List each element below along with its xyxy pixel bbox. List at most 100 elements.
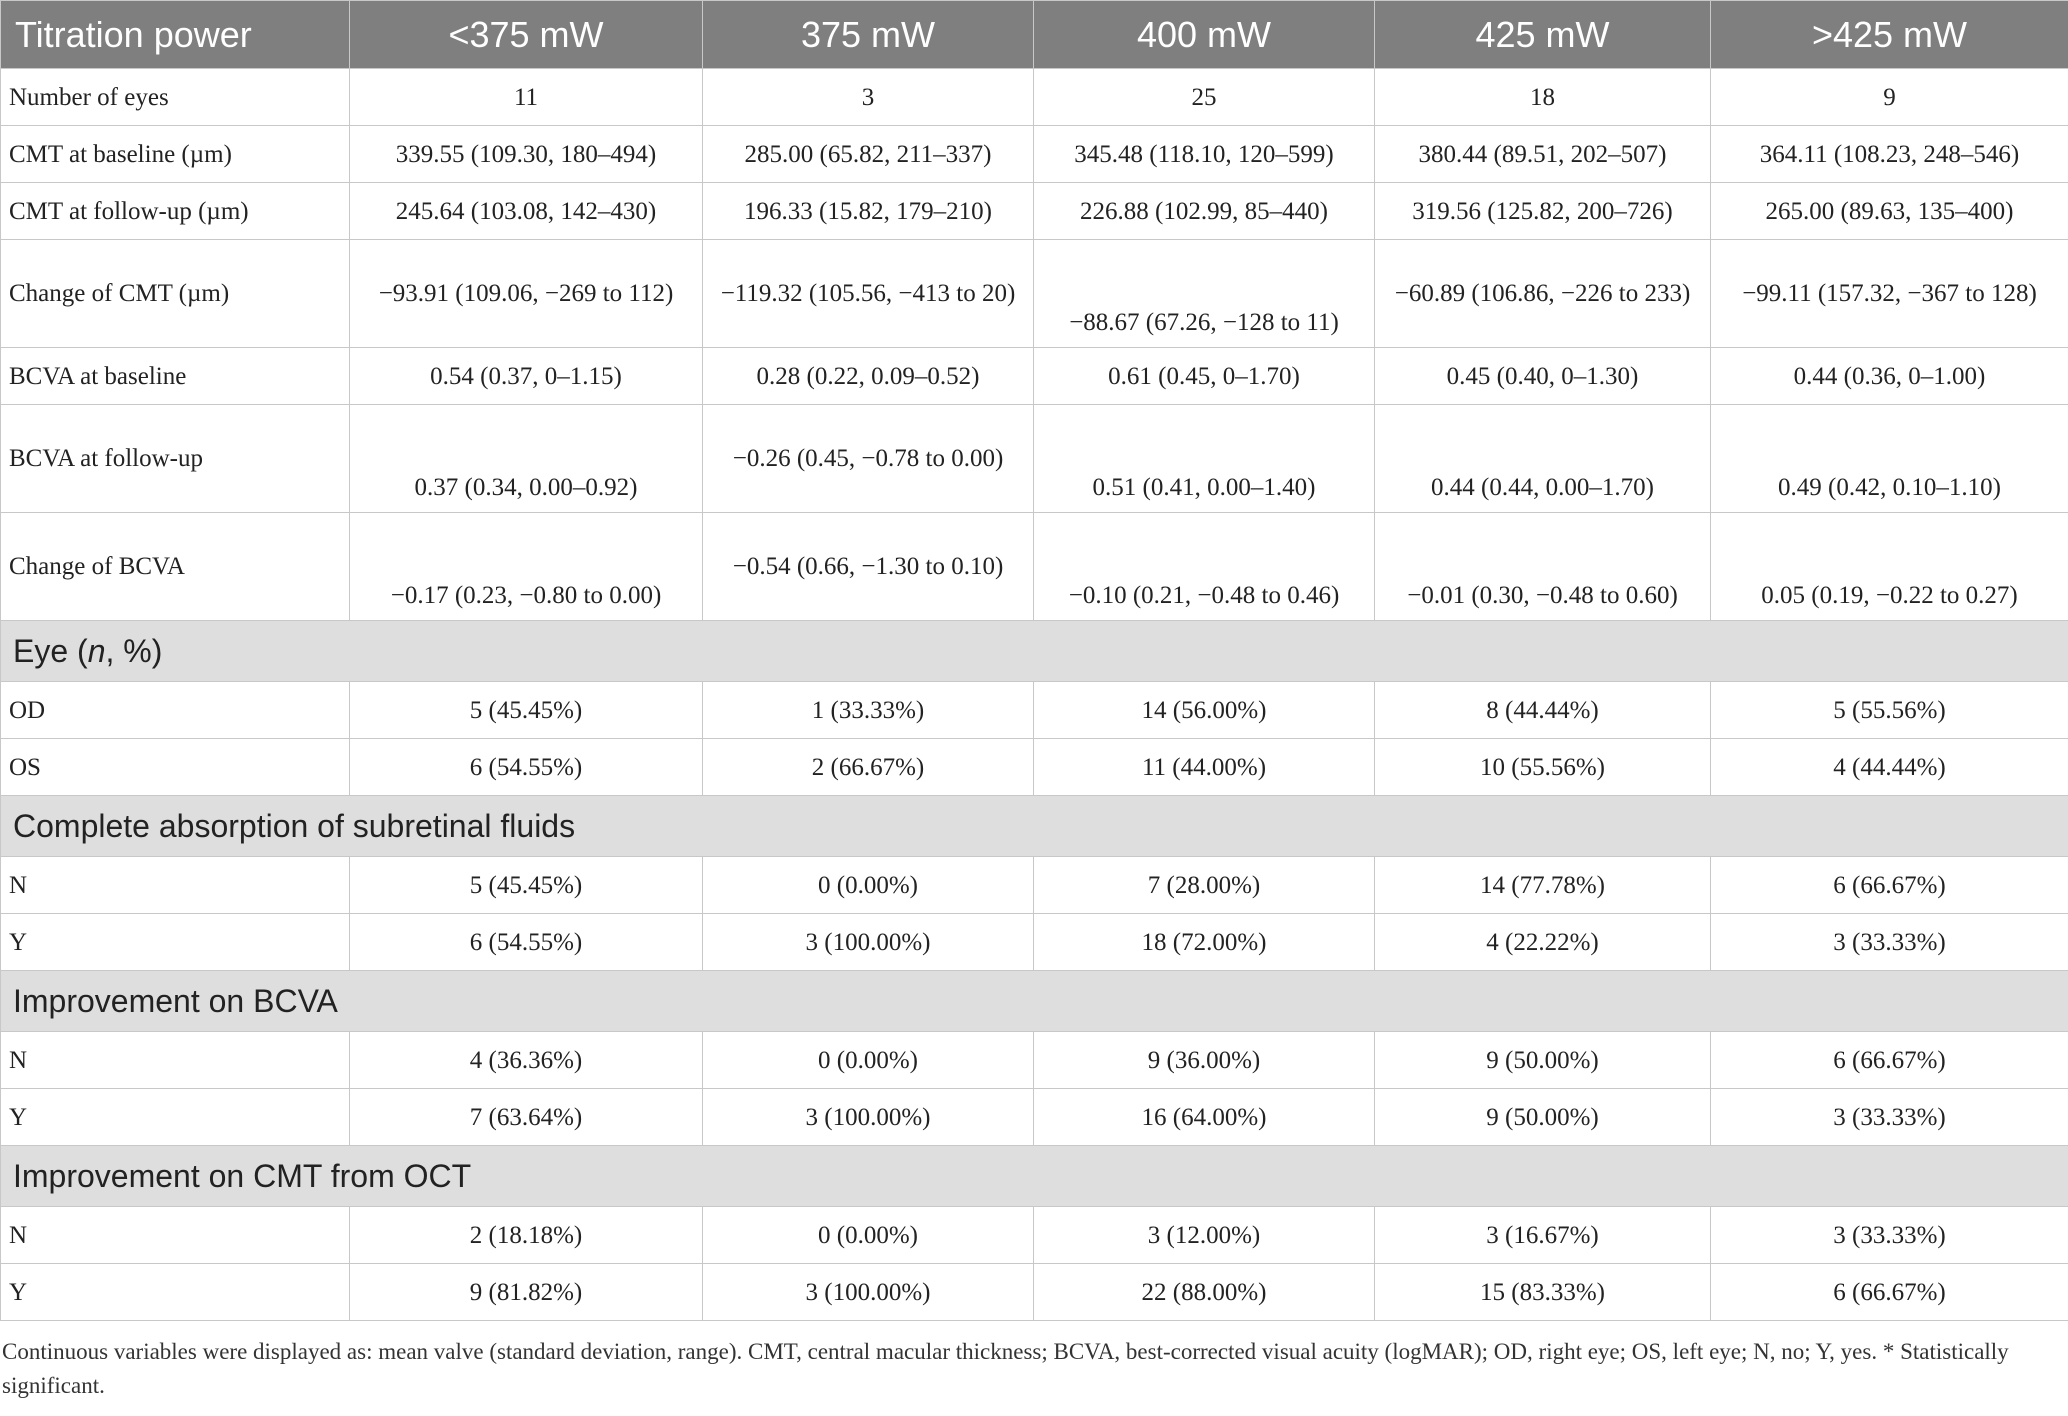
table-row-bcva-improvement-n: N 4 (36.36%) 0 (0.00%) 9 (36.00%) 9 (50.… xyxy=(0,1031,2068,1089)
table-cell: 5 (55.56%) xyxy=(1710,681,2068,739)
table-cell: 18 xyxy=(1374,68,1711,126)
table-cell: 3 (12.00%) xyxy=(1033,1206,1375,1264)
table-cell: 9 (50.00%) xyxy=(1374,1088,1711,1146)
row-label: CMT at baseline (µm) xyxy=(0,125,350,183)
section-title-absorption: Complete absorption of subretinal fluids xyxy=(0,795,2068,857)
row-label: Number of eyes xyxy=(0,68,350,126)
table-cell: 6 (66.67%) xyxy=(1710,1031,2068,1089)
header-row: Titration power <375 mW 375 mW 400 mW 42… xyxy=(0,0,2068,69)
table-cell: 2 (66.67%) xyxy=(702,738,1034,796)
table-row-number-of-eyes: Number of eyes 11 3 25 18 9 xyxy=(0,68,2068,126)
table-cell: 0 (0.00%) xyxy=(702,856,1034,914)
table-cell: 345.48 (118.10, 120–599) xyxy=(1033,125,1375,183)
table-cell: 0.54 (0.37, 0–1.15) xyxy=(349,347,703,405)
table-cell: 0.28 (0.22, 0.09–0.52) xyxy=(702,347,1034,405)
table-cell: 15 (83.33%) xyxy=(1374,1263,1711,1321)
results-table-container: Titration power <375 mW 375 mW 400 mW 42… xyxy=(0,0,2068,1321)
table-cell: 364.11 (108.23, 248–546) xyxy=(1710,125,2068,183)
table-cell: 5 (45.45%) xyxy=(349,681,703,739)
table-row-cmt-baseline: CMT at baseline (µm) 339.55 (109.30, 180… xyxy=(0,125,2068,183)
section-title-cmt-improvement: Improvement on CMT from OCT xyxy=(0,1145,2068,1207)
row-label: N xyxy=(0,1206,350,1264)
section-header-absorption: Complete absorption of subretinal fluids xyxy=(0,795,2068,857)
table-cell: 7 (28.00%) xyxy=(1033,856,1375,914)
section-title-italic: n xyxy=(87,632,106,669)
table-row-cmt-improvement-y: Y 9 (81.82%) 3 (100.00%) 22 (88.00%) 15 … xyxy=(0,1263,2068,1321)
header-above-425: >425 mW xyxy=(1710,0,2068,69)
header-titration-power: Titration power xyxy=(0,0,350,69)
table-cell: 0.61 (0.45, 0–1.70) xyxy=(1033,347,1375,405)
table-cell: 6 (66.67%) xyxy=(1710,1263,2068,1321)
table-cell: −0.17 (0.23, −0.80 to 0.00) xyxy=(349,512,703,621)
section-title-text: , %) xyxy=(105,632,163,669)
table-cell: −93.91 (109.06, −269 to 112) xyxy=(349,239,703,348)
table-cell: 6 (66.67%) xyxy=(1710,856,2068,914)
table-cell: 1 (33.33%) xyxy=(702,681,1034,739)
table-cell: 3 (16.67%) xyxy=(1374,1206,1711,1264)
table-cell: −99.11 (157.32, −367 to 128) xyxy=(1710,239,2068,348)
table-cell: 0.05 (0.19, −0.22 to 0.27) xyxy=(1710,512,2068,621)
row-label: OS xyxy=(0,738,350,796)
table-cell: 3 (33.33%) xyxy=(1710,1206,2068,1264)
table-cell: 3 (33.33%) xyxy=(1710,1088,2068,1146)
table-cell: 339.55 (109.30, 180–494) xyxy=(349,125,703,183)
table-cell: 5 (45.45%) xyxy=(349,856,703,914)
table-row-cmt-improvement-n: N 2 (18.18%) 0 (0.00%) 3 (12.00%) 3 (16.… xyxy=(0,1206,2068,1264)
section-header-eye: Eye (n, %) xyxy=(0,620,2068,682)
table-cell: −119.32 (105.56, −413 to 20) xyxy=(702,239,1034,348)
table-cell: 11 xyxy=(349,68,703,126)
table-cell: 10 (55.56%) xyxy=(1374,738,1711,796)
table-cell: 0 (0.00%) xyxy=(702,1206,1034,1264)
table-cell: −0.26 (0.45, −0.78 to 0.00) xyxy=(702,404,1034,513)
table-row-change-of-cmt: Change of CMT (µm) −93.91 (109.06, −269 … xyxy=(0,239,2068,348)
table-cell: 14 (56.00%) xyxy=(1033,681,1375,739)
table-cell: 25 xyxy=(1033,68,1375,126)
table-cell: 4 (36.36%) xyxy=(349,1031,703,1089)
table-cell: −0.54 (0.66, −1.30 to 0.10) xyxy=(702,512,1034,621)
table-row-os: OS 6 (54.55%) 2 (66.67%) 11 (44.00%) 10 … xyxy=(0,738,2068,796)
table-cell: 3 (100.00%) xyxy=(702,1263,1034,1321)
header-375: 375 mW xyxy=(702,0,1034,69)
table-cell: 9 xyxy=(1710,68,2068,126)
table-row-bcva-improvement-y: Y 7 (63.64%) 3 (100.00%) 16 (64.00%) 9 (… xyxy=(0,1088,2068,1146)
table-cell: 196.33 (15.82, 179–210) xyxy=(702,182,1034,240)
row-label: Y xyxy=(0,1263,350,1321)
table-cell: 0.51 (0.41, 0.00–1.40) xyxy=(1033,404,1375,513)
row-label: BCVA at baseline xyxy=(0,347,350,405)
table-row-change-of-bcva: Change of BCVA −0.17 (0.23, −0.80 to 0.0… xyxy=(0,512,2068,621)
table-cell: 22 (88.00%) xyxy=(1033,1263,1375,1321)
header-425: 425 mW xyxy=(1374,0,1711,69)
table-cell: 18 (72.00%) xyxy=(1033,913,1375,971)
section-header-bcva-improvement: Improvement on BCVA xyxy=(0,970,2068,1032)
section-title-bcva-improvement: Improvement on BCVA xyxy=(0,970,2068,1032)
header-400: 400 mW xyxy=(1033,0,1375,69)
table-cell: 319.56 (125.82, 200–726) xyxy=(1374,182,1711,240)
header-below-375: <375 mW xyxy=(349,0,703,69)
row-label: BCVA at follow-up xyxy=(0,404,350,513)
table-cell: 0.37 (0.34, 0.00–0.92) xyxy=(349,404,703,513)
table-cell: 0 (0.00%) xyxy=(702,1031,1034,1089)
table-footnote: Continuous variables were displayed as: … xyxy=(2,1339,2009,1398)
table-cell: 4 (44.44%) xyxy=(1710,738,2068,796)
row-label: N xyxy=(0,1031,350,1089)
row-label: N xyxy=(0,856,350,914)
table-cell: 0.44 (0.36, 0–1.00) xyxy=(1710,347,2068,405)
table-row-bcva-baseline: BCVA at baseline 0.54 (0.37, 0–1.15) 0.2… xyxy=(0,347,2068,405)
row-label: Change of BCVA xyxy=(0,512,350,621)
row-label: Y xyxy=(0,1088,350,1146)
table-cell: 11 (44.00%) xyxy=(1033,738,1375,796)
table-cell: 2 (18.18%) xyxy=(349,1206,703,1264)
section-title-text: Eye ( xyxy=(13,632,88,669)
table-cell: 7 (63.64%) xyxy=(349,1088,703,1146)
table-cell: 265.00 (89.63, 135–400) xyxy=(1710,182,2068,240)
table-cell: 9 (50.00%) xyxy=(1374,1031,1711,1089)
table-cell: 4 (22.22%) xyxy=(1374,913,1711,971)
table-cell: 245.64 (103.08, 142–430) xyxy=(349,182,703,240)
row-label: OD xyxy=(0,681,350,739)
table-row-od: OD 5 (45.45%) 1 (33.33%) 14 (56.00%) 8 (… xyxy=(0,681,2068,739)
table-cell: 3 (33.33%) xyxy=(1710,913,2068,971)
table-cell: 6 (54.55%) xyxy=(349,913,703,971)
table-cell: 3 xyxy=(702,68,1034,126)
row-label: Y xyxy=(0,913,350,971)
section-title-eye: Eye (n, %) xyxy=(0,620,2068,682)
